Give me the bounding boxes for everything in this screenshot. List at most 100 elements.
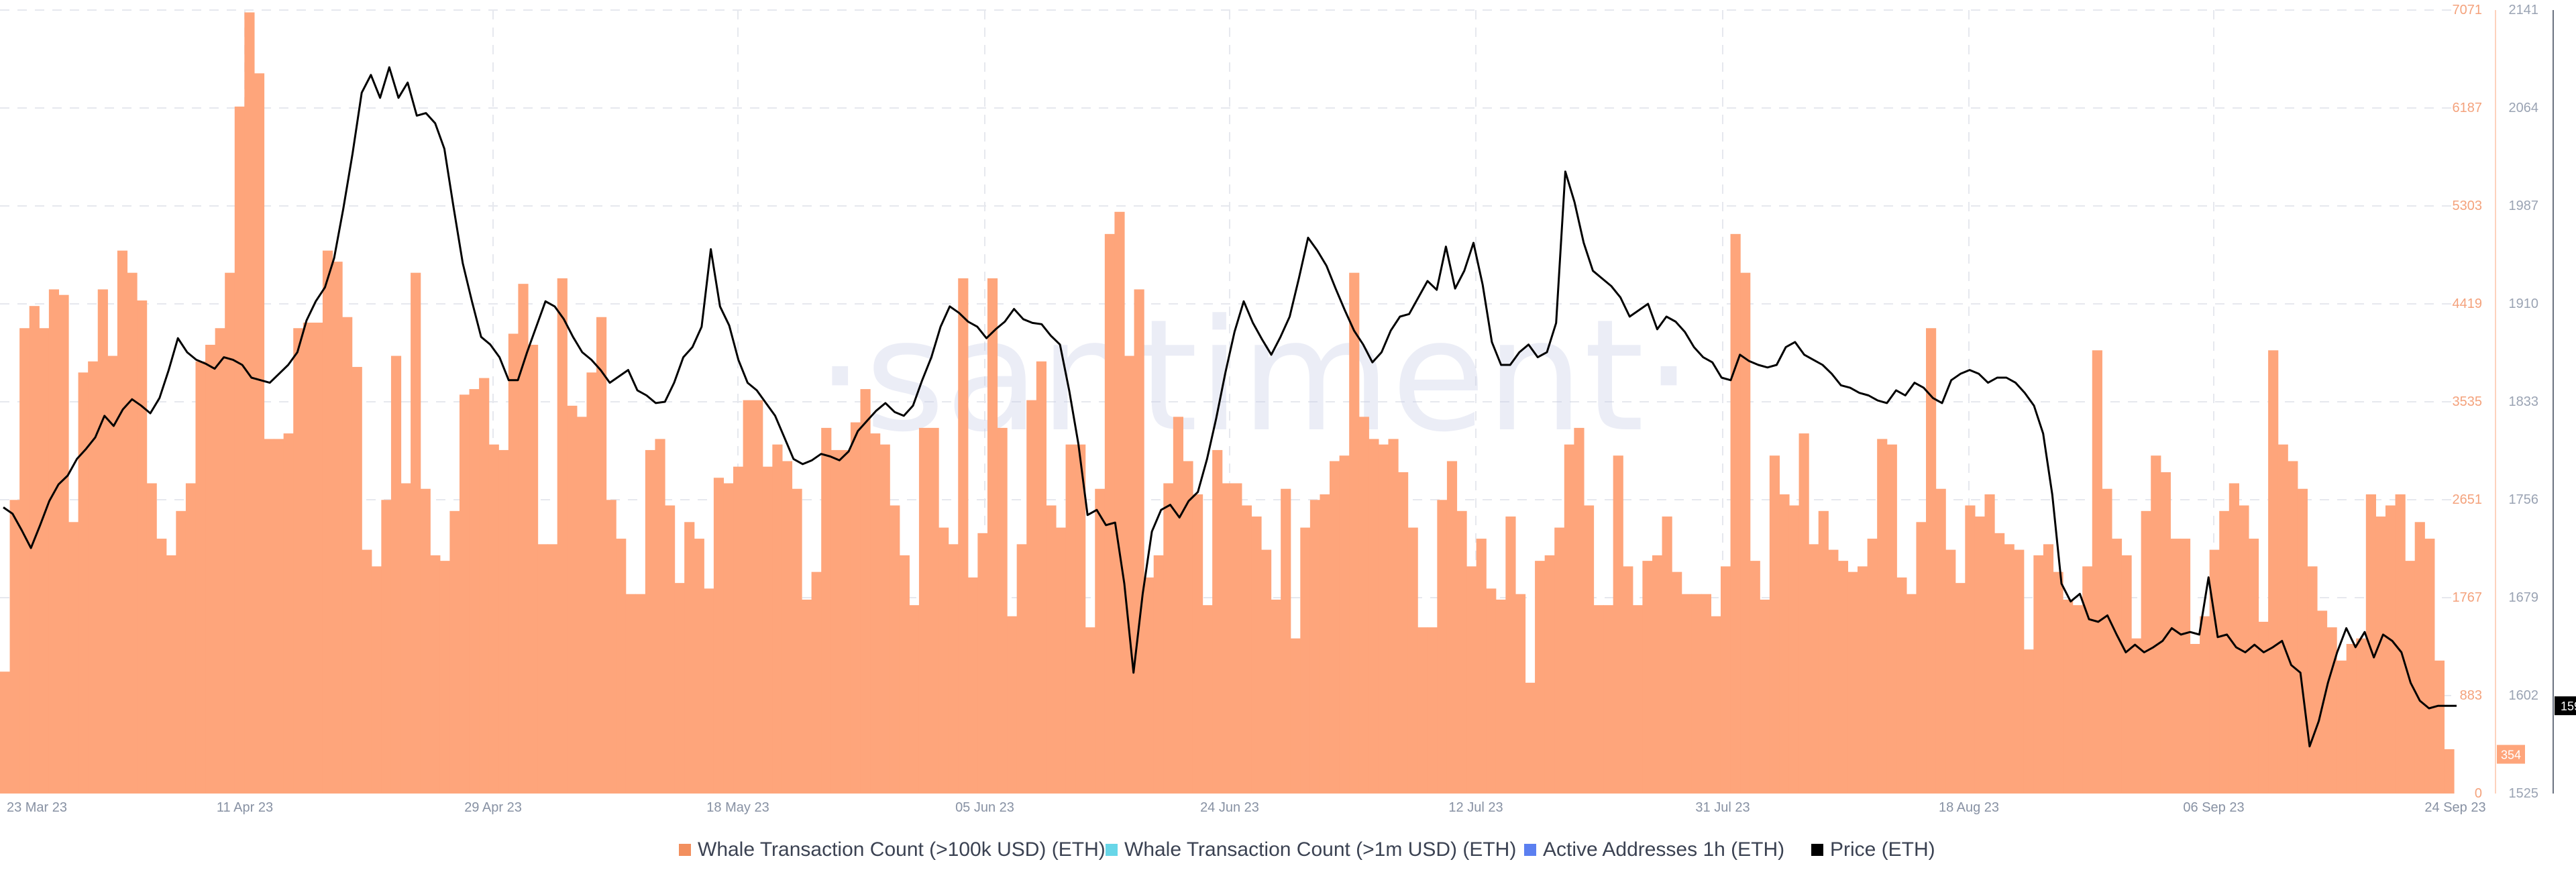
bar	[1788, 505, 1800, 794]
bar	[19, 328, 30, 794]
bar	[1212, 449, 1223, 794]
bar	[322, 250, 333, 794]
legend-label: Active Addresses 1h (ETH)	[1543, 838, 1784, 861]
bar	[918, 427, 930, 794]
bar	[244, 12, 255, 794]
bar	[2092, 350, 2102, 794]
bar	[958, 278, 969, 794]
bar	[723, 483, 734, 794]
bar	[1358, 417, 1369, 794]
bar	[1544, 555, 1555, 794]
x-tick-label: 24 Sep 23	[2424, 800, 2485, 815]
bar	[449, 510, 460, 794]
bar	[1740, 272, 1751, 794]
bar	[1368, 439, 1379, 794]
bar	[1809, 544, 1819, 794]
bar	[156, 539, 167, 794]
bar	[1173, 417, 1184, 794]
bar	[9, 500, 20, 794]
bar	[2375, 516, 2386, 794]
bar	[1701, 594, 1711, 794]
bar-series-whale-100k	[0, 12, 2455, 794]
bar	[2209, 549, 2220, 794]
bar	[362, 549, 372, 794]
last-value-badges: 354 1594	[2497, 696, 2576, 764]
bar	[1134, 289, 1144, 794]
bar	[2111, 539, 2123, 794]
bar	[2131, 638, 2142, 794]
right-tick-label: 1602	[2509, 688, 2539, 703]
bar	[225, 272, 235, 794]
bar	[1222, 483, 1232, 794]
bar	[1075, 444, 1086, 794]
bar	[2365, 494, 2377, 794]
bar	[1065, 444, 1076, 794]
bar	[909, 605, 920, 794]
bar	[527, 345, 539, 794]
bar	[274, 439, 284, 794]
bar	[2219, 510, 2230, 794]
bar	[1261, 549, 1272, 794]
bar	[2316, 610, 2328, 794]
bar	[762, 466, 773, 794]
bar	[1095, 488, 1106, 794]
bar	[606, 500, 616, 794]
legend-label: Whale Transaction Count (>100k USD) (ETH…	[698, 838, 1106, 861]
bar	[1691, 594, 1702, 794]
bar	[1828, 549, 1839, 794]
bar	[576, 417, 588, 794]
bar	[2043, 544, 2054, 794]
bar	[1183, 461, 1193, 794]
bar	[1730, 233, 1741, 794]
bar	[2033, 555, 2044, 794]
bar	[508, 333, 519, 794]
bar	[1867, 539, 1878, 794]
bar	[1437, 500, 1448, 794]
bar	[146, 483, 157, 794]
bar	[1916, 522, 1927, 794]
bar	[1720, 566, 1731, 794]
bar	[2151, 455, 2161, 794]
bar	[1955, 583, 1966, 794]
legend-swatch	[1524, 844, 1536, 856]
bar	[1681, 594, 1692, 794]
bar	[1349, 272, 1360, 794]
bar	[2180, 539, 2191, 794]
bar	[1652, 555, 1663, 794]
bar	[2434, 660, 2445, 794]
left-tick-label: 1767	[2453, 590, 2483, 605]
bar	[2053, 571, 2063, 794]
bar	[78, 372, 89, 794]
bar	[948, 544, 959, 794]
bar	[928, 427, 939, 794]
bar	[1945, 549, 1956, 794]
bar	[2268, 350, 2279, 794]
bar	[645, 449, 656, 794]
last-value-price: 1594	[2561, 700, 2576, 713]
bar	[2307, 566, 2318, 794]
bar	[1926, 328, 1937, 794]
bar	[596, 317, 607, 794]
bar	[625, 594, 636, 794]
bar	[1906, 594, 1917, 794]
bar	[1036, 361, 1046, 794]
bar	[860, 389, 871, 794]
bar	[107, 356, 118, 794]
bar	[264, 439, 274, 794]
bar	[1525, 682, 1536, 794]
bar	[215, 328, 225, 794]
bar	[1163, 483, 1174, 794]
bar	[1055, 527, 1067, 794]
bar	[1505, 516, 1516, 794]
bar	[1466, 566, 1477, 794]
bar	[2004, 544, 2015, 794]
left-tick-label: 3535	[2453, 394, 2483, 409]
bar	[977, 533, 988, 794]
bar	[1672, 571, 1682, 794]
legend-label: Price (ETH)	[1830, 838, 1935, 861]
right-tick-label: 1833	[2509, 394, 2539, 409]
bar	[938, 527, 949, 794]
bar	[733, 466, 744, 794]
left-tick-label: 6187	[2453, 101, 2483, 115]
